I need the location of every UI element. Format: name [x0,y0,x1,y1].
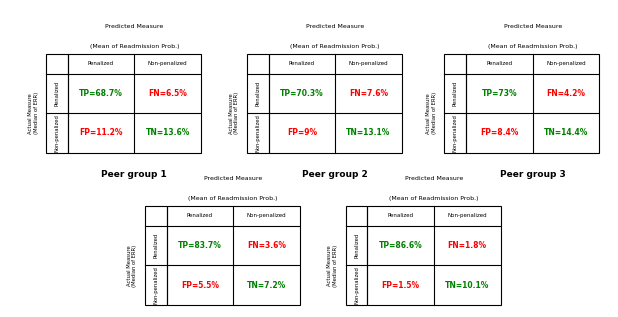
Text: Penalized: Penalized [255,81,260,106]
Bar [444,54,467,153]
Text: Non-penalized: Non-penalized [349,61,388,66]
Text: FN=4.2%: FN=4.2% [547,89,586,98]
Text: Penalized: Penalized [153,233,158,258]
Text: Penalized: Penalized [54,81,59,106]
Text: Non-penalized: Non-penalized [255,114,260,152]
Text: TN=13.6%: TN=13.6% [145,128,190,138]
Bar [145,206,167,305]
Text: (Mean of Readmission Prob.): (Mean of Readmission Prob.) [389,196,479,201]
Text: TP=73%: TP=73% [482,89,517,98]
Text: TP=83.7%: TP=83.7% [178,241,222,250]
Text: Penalized: Penalized [187,213,213,218]
Text: Predicted Measure: Predicted Measure [306,24,364,29]
Text: Peer group 1: Peer group 1 [101,170,167,179]
Bar [68,54,201,153]
Text: (Mean of Readmission Prob.): (Mean of Readmission Prob.) [188,196,278,201]
Text: FN=1.8%: FN=1.8% [448,241,487,250]
Text: Penalized: Penalized [453,81,458,106]
Text: TP=68.7%: TP=68.7% [79,89,123,98]
Text: Penalized: Penalized [387,213,414,218]
Text: FN=7.6%: FN=7.6% [349,89,388,98]
Bar [247,54,269,153]
Text: Non-penalized: Non-penalized [54,114,59,152]
Text: FP=11.2%: FP=11.2% [79,128,123,138]
Text: TP=70.3%: TP=70.3% [280,89,324,98]
Text: Penalized: Penalized [289,61,315,66]
Text: (Mean of Readmission Prob.): (Mean of Readmission Prob.) [290,44,380,49]
Text: Predicted Measure: Predicted Measure [405,176,463,181]
Text: Actual Measure
(Median of ERR): Actual Measure (Median of ERR) [28,92,38,134]
Text: Non-penalized: Non-penalized [148,61,187,66]
Text: Penalized: Penalized [88,61,114,66]
Bar [46,54,68,153]
Text: Non-penalized: Non-penalized [354,266,359,304]
Text: (Mean of Readmission Prob.): (Mean of Readmission Prob.) [488,44,578,49]
Text: Actual Measure
(Median of ERR): Actual Measure (Median of ERR) [229,92,239,134]
Text: Non-penalized: Non-penalized [546,61,586,66]
Text: Predicted Measure: Predicted Measure [105,24,163,29]
Text: (Mean of Readmission Prob.): (Mean of Readmission Prob.) [90,44,179,49]
Text: FN=3.6%: FN=3.6% [247,241,286,250]
Text: FP=1.5%: FP=1.5% [382,281,420,290]
Text: Peer group 2: Peer group 2 [302,170,368,179]
Text: TP=86.6%: TP=86.6% [379,241,423,250]
Bar [269,54,402,153]
Bar [167,206,300,305]
Text: FP=8.4%: FP=8.4% [480,128,519,138]
Text: Actual Measure
(Median of ERR): Actual Measure (Median of ERR) [426,92,437,134]
Text: TN=7.2%: TN=7.2% [247,281,286,290]
Text: TN=13.1%: TN=13.1% [346,128,391,138]
Text: Peer group 3: Peer group 3 [500,170,566,179]
Text: Non-penalized: Non-penalized [453,114,458,152]
Bar [368,206,501,305]
Text: Penalized: Penalized [486,61,513,66]
Bar [345,206,368,305]
Text: Penalized: Penalized [354,233,359,258]
Text: Non-penalized: Non-penalized [153,266,158,304]
Text: Non-penalized: Non-penalized [447,213,487,218]
Text: TN=14.4%: TN=14.4% [544,128,588,138]
Text: Non-penalized: Non-penalized [247,213,286,218]
Text: Actual Measure
(Median of ERR): Actual Measure (Median of ERR) [328,244,338,287]
Text: FN=6.5%: FN=6.5% [148,89,187,98]
Bar [467,54,599,153]
Text: TN=10.1%: TN=10.1% [445,281,489,290]
Text: Actual Measure
(Median of ERR): Actual Measure (Median of ERR) [127,244,137,287]
Text: Predicted Measure: Predicted Measure [204,176,262,181]
Text: FP=9%: FP=9% [287,128,317,138]
Text: Predicted Measure: Predicted Measure [504,24,562,29]
Text: FP=5.5%: FP=5.5% [181,281,219,290]
